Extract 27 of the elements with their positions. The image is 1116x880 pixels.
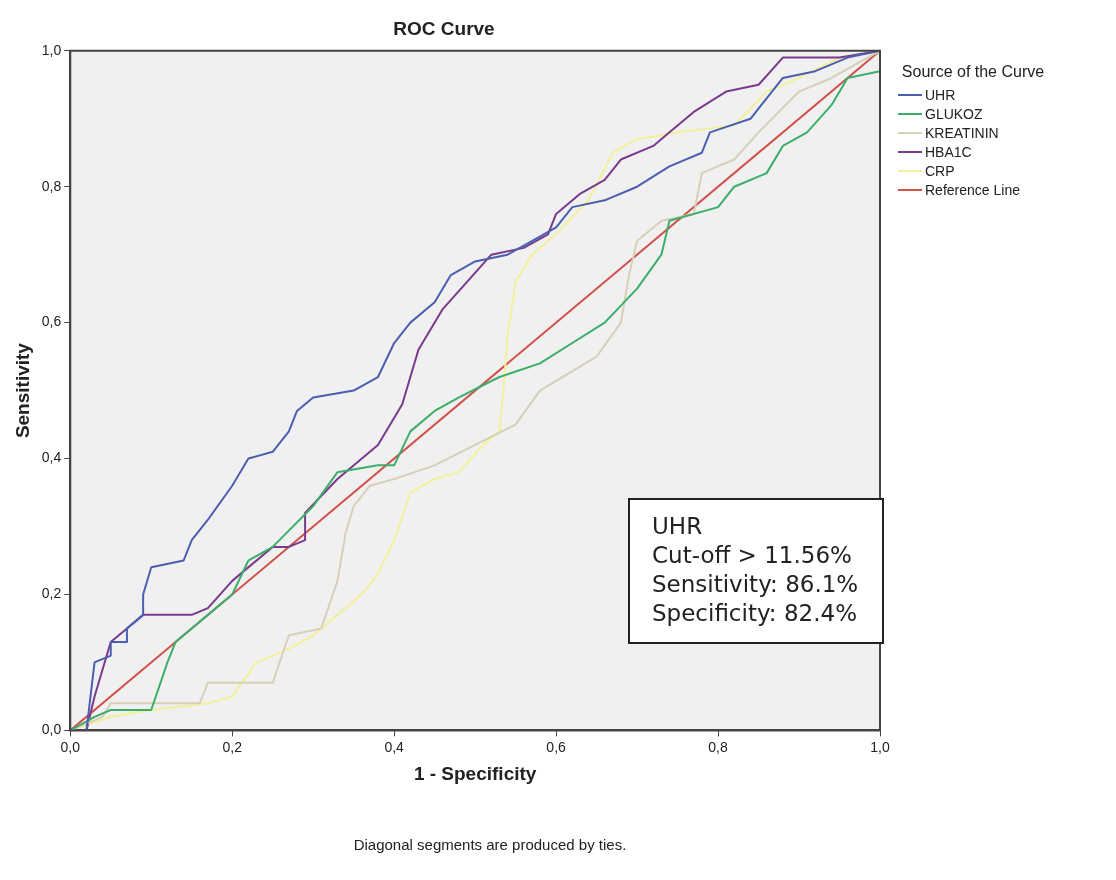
annotation: Specificity: 82.4% xyxy=(652,599,858,628)
legend-label: Reference Line xyxy=(925,181,1020,198)
y-axis-title: Sensitivity xyxy=(11,342,33,439)
x-tick-label: 0,6 xyxy=(546,738,567,755)
y-tick-label: 0,0 xyxy=(41,721,62,738)
x-tick-label: 0,0 xyxy=(60,738,81,755)
y-tick-label: 0,8 xyxy=(41,177,62,194)
text: Diagonal segments are produced by ties. xyxy=(352,836,628,853)
y-tick-label: 1,0 xyxy=(41,41,62,58)
x-tick-label: 0,8 xyxy=(708,738,728,755)
legend-title: Source of the Curve xyxy=(900,62,1046,81)
annotation: Sensitivity: 86.1% xyxy=(652,570,859,599)
legend-label: CRP xyxy=(925,162,955,179)
y-tick-label: 0,2 xyxy=(41,585,62,602)
legend-label: UHR xyxy=(925,86,956,103)
y-tick-label: 0,6 xyxy=(41,313,62,330)
y-tick-label: 0,4 xyxy=(41,449,62,466)
chart-title: ROC Curve xyxy=(393,17,495,39)
legend-label: HBA1C xyxy=(925,143,972,160)
annotation: Cut-off > 11.56% xyxy=(652,541,853,570)
annotation: UHR xyxy=(652,512,704,541)
legend-label: GLUKOZ xyxy=(925,105,983,122)
x-tick-label: 0,4 xyxy=(384,738,405,755)
legend-label: KREATININ xyxy=(925,124,999,141)
x-tick-label: 0,2 xyxy=(222,738,243,755)
x-tick-label: 1,0 xyxy=(870,738,890,755)
x-axis-title: 1 - Specificity xyxy=(413,762,537,784)
